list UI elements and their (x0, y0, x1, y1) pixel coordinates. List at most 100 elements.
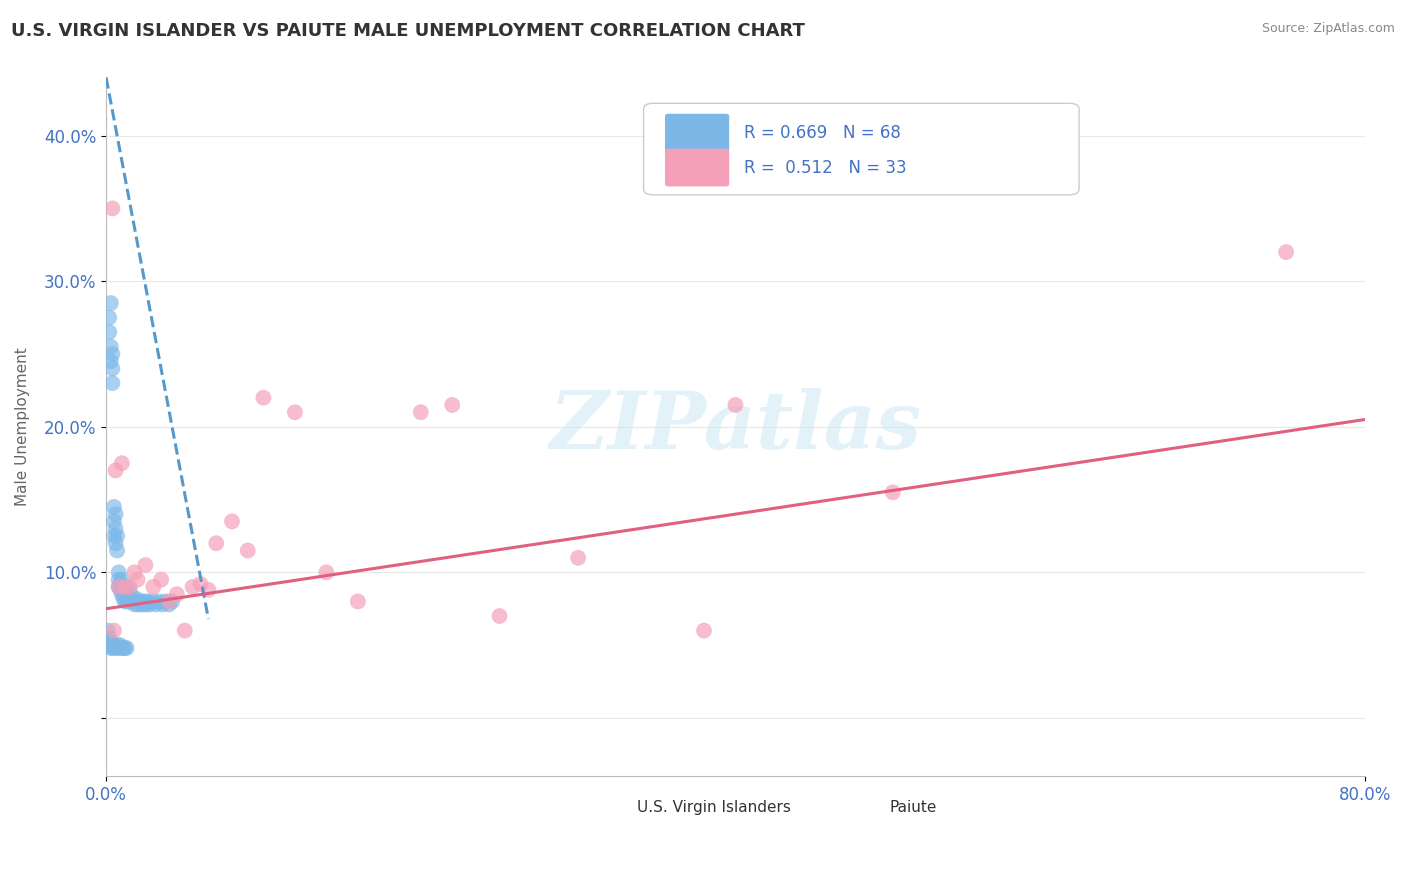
Point (221, 515, 243, 529)
Point (107, 641, 129, 656)
Point (567, 550, 589, 565)
Point (112, 641, 135, 656)
Point (124, 566, 146, 580)
Point (441, 398, 464, 412)
Point (409, 405, 432, 419)
Point (103, 624, 125, 638)
Point (100, 340, 122, 354)
Point (104, 463, 127, 477)
Point (97, 624, 120, 638)
Text: U.S. VIRGIN ISLANDER VS PAIUTE MALE UNEMPLOYMENT CORRELATION CHART: U.S. VIRGIN ISLANDER VS PAIUTE MALE UNEM… (11, 22, 806, 40)
Point (115, 591, 138, 606)
Point (98, 310, 121, 325)
Point (103, 529, 125, 543)
Point (190, 577, 212, 591)
Point (693, 624, 716, 638)
Point (103, 515, 125, 529)
Point (118, 580, 141, 594)
FancyBboxPatch shape (665, 149, 730, 186)
Point (139, 598, 162, 612)
Point (138, 594, 160, 608)
Point (488, 609, 510, 624)
Point (121, 591, 143, 606)
Point (160, 594, 183, 608)
Point (882, 485, 904, 500)
Point (118, 582, 141, 597)
Point (115, 582, 138, 597)
Point (111, 641, 134, 656)
Point (145, 598, 167, 612)
Point (110, 638, 132, 652)
Point (107, 580, 129, 594)
Point (114, 580, 136, 594)
Text: U.S. Virgin Islanders: U.S. Virgin Islanders (637, 800, 792, 815)
Point (111, 587, 134, 601)
FancyBboxPatch shape (832, 795, 877, 820)
Point (114, 580, 136, 594)
Point (104, 522, 127, 536)
Point (724, 398, 747, 412)
Point (107, 573, 129, 587)
Point (127, 573, 149, 587)
Point (98, 325, 121, 339)
Point (103, 500, 125, 514)
Point (118, 591, 141, 606)
Point (284, 405, 307, 419)
Point (101, 376, 124, 391)
Point (127, 598, 149, 612)
FancyBboxPatch shape (581, 795, 626, 820)
Point (129, 598, 152, 612)
Point (103, 638, 125, 652)
Point (181, 580, 204, 594)
Text: ZIPatlas: ZIPatlas (550, 388, 921, 466)
Point (132, 598, 155, 612)
Point (131, 594, 153, 608)
Point (134, 558, 156, 573)
Point (111, 456, 134, 470)
Point (347, 594, 370, 608)
Point (105, 543, 128, 558)
Point (125, 591, 148, 606)
Point (142, 594, 165, 608)
Point (152, 598, 174, 612)
Point (115, 641, 138, 656)
Point (157, 598, 180, 612)
Text: Paiute: Paiute (889, 800, 936, 815)
Point (112, 582, 135, 597)
Point (107, 580, 129, 594)
Point (97, 631, 120, 645)
Point (105, 638, 128, 652)
Point (252, 391, 274, 405)
Text: Source: ZipAtlas.com: Source: ZipAtlas.com (1261, 22, 1395, 36)
Point (134, 594, 156, 608)
Point (110, 582, 132, 597)
FancyBboxPatch shape (665, 114, 730, 152)
Point (98, 638, 121, 652)
Point (100, 641, 122, 656)
Point (111, 573, 134, 587)
Point (150, 573, 173, 587)
Point (236, 543, 259, 558)
Text: R = 0.669   N = 68: R = 0.669 N = 68 (744, 124, 901, 142)
Point (173, 624, 195, 638)
Point (117, 594, 139, 608)
Point (166, 587, 188, 601)
Point (114, 641, 136, 656)
Point (98, 631, 121, 645)
FancyBboxPatch shape (644, 103, 1078, 194)
Y-axis label: Male Unemployment: Male Unemployment (15, 347, 30, 506)
Point (104, 536, 127, 550)
Point (114, 594, 136, 608)
Point (197, 582, 219, 597)
Point (120, 594, 142, 608)
Text: R =  0.512   N = 33: R = 0.512 N = 33 (744, 160, 907, 178)
Point (155, 594, 177, 608)
Point (149, 594, 172, 608)
Point (315, 566, 337, 580)
Point (142, 580, 165, 594)
Point (101, 347, 124, 361)
Point (157, 594, 180, 608)
Point (112, 591, 135, 606)
Point (110, 577, 132, 591)
Point (101, 361, 124, 376)
